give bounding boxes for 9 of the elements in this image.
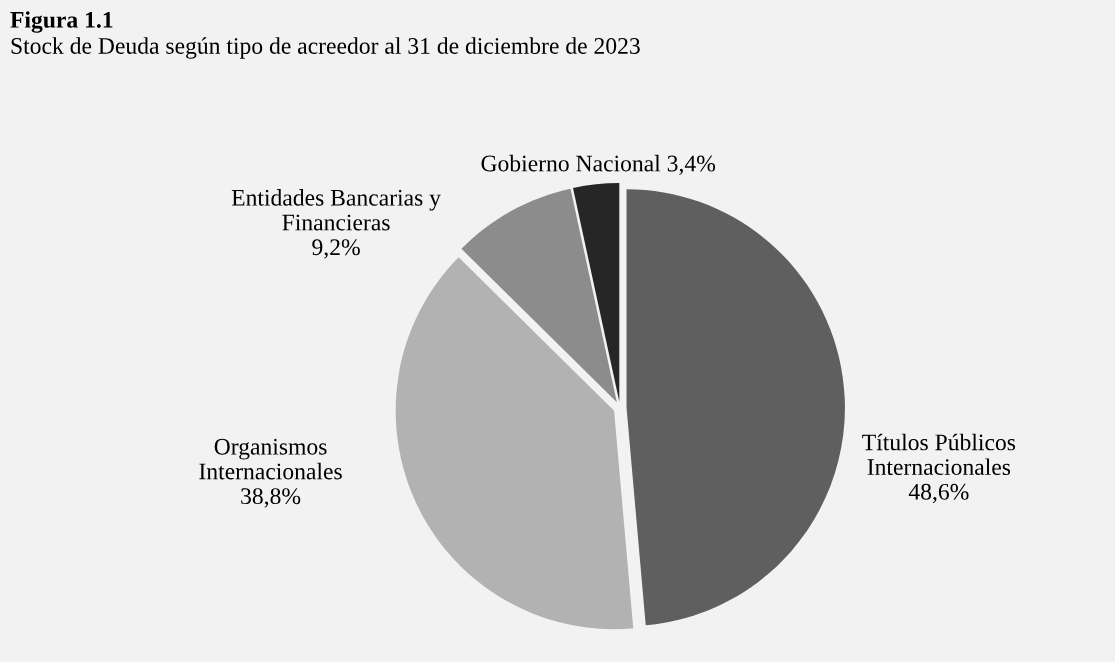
slice-label: Títulos Públicos Internacionales xyxy=(862,433,1016,476)
slice-label: Entidades Bancarias y Financieras xyxy=(231,189,441,231)
slice-label: Gobierno Nacional 3,4% xyxy=(481,154,716,175)
data-label: 9,2% xyxy=(312,239,360,259)
data-label: 48,6% xyxy=(908,483,969,504)
chart-subtitle: Stock de Deuda según tipo de acreedor al 31 de diciembre de 2023 xyxy=(11,37,640,59)
slice-label: Organismos Internacionales xyxy=(199,438,342,480)
data-label: 38,8% xyxy=(241,488,301,508)
chart-title: Figura 1.1 xyxy=(10,11,113,33)
